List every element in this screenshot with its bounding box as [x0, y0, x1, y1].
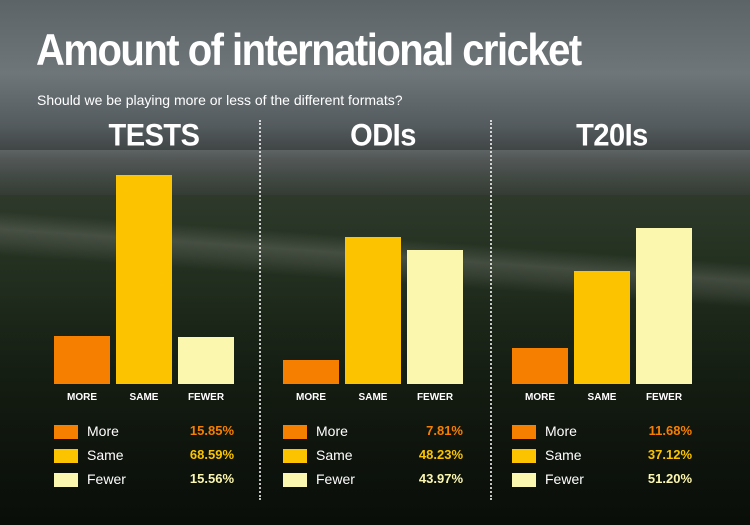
chart-panel-odis: ODIs MORE SAME FEWER More 7.81% Same 48.… [283, 118, 483, 518]
legend-row-same: Same 68.59% [54, 446, 234, 466]
chart-panel-tests: TESTS MORE SAME FEWER More 15.85% Same 6… [54, 118, 254, 518]
bar-same [345, 236, 401, 384]
data-label: 11.68% [648, 423, 692, 438]
legend-row-more: More 15.85% [54, 422, 234, 442]
data-label: 7.81% [426, 423, 463, 438]
legend-label: More [316, 423, 348, 439]
legend-label: Fewer [87, 471, 126, 487]
bar-same [574, 270, 630, 384]
data-label: 43.97% [418, 471, 463, 486]
legend-label: Same [316, 447, 353, 463]
legend-swatch-more [54, 425, 78, 439]
legend-swatch-same [54, 449, 78, 463]
category-label: SAME [587, 392, 617, 403]
legend-label: Same [87, 447, 124, 463]
data-label: 15.85% [189, 423, 234, 438]
chart-title: TESTS [108, 118, 200, 154]
data-label: 68.59% [189, 447, 234, 462]
category-label: SAME [358, 392, 388, 403]
legend-swatch-same [512, 449, 536, 463]
legend-swatch-fewer [54, 473, 78, 487]
bar-fewer [178, 336, 234, 384]
page-title: Amount of international cricket [36, 26, 582, 76]
page-subtitle: Should we be playing more or less of the… [37, 92, 403, 108]
panel-divider [490, 120, 492, 500]
legend-row-more: More 11.68% [512, 422, 692, 442]
legend-swatch-fewer [283, 473, 307, 487]
data-label: 48.23% [418, 447, 463, 462]
data-label: 51.20% [647, 471, 692, 486]
category-label: MORE [67, 392, 97, 403]
legend-swatch-more [512, 425, 536, 439]
bar-more [54, 335, 110, 384]
category-label: MORE [525, 392, 555, 403]
chart-title: T20Is [576, 118, 648, 154]
panel-divider [259, 120, 261, 500]
legend-label: Same [545, 447, 582, 463]
legend-row-same: Same 37.12% [512, 446, 692, 466]
chart-title: ODIs [350, 118, 416, 154]
bar-same [116, 174, 172, 384]
legend-swatch-fewer [512, 473, 536, 487]
category-label: MORE [296, 392, 326, 403]
legend-swatch-more [283, 425, 307, 439]
legend-label: Fewer [545, 471, 584, 487]
legend-label: More [87, 423, 119, 439]
bar-more [512, 348, 568, 384]
category-label: FEWER [645, 392, 683, 403]
bar-fewer [636, 227, 692, 384]
category-label: FEWER [187, 392, 225, 403]
chart-panel-t20is: T20Is MORE SAME FEWER More 11.68% Same 3… [512, 118, 712, 518]
bar-more [283, 360, 339, 384]
legend-row-same: Same 48.23% [283, 446, 463, 466]
legend-swatch-same [283, 449, 307, 463]
data-label: 37.12% [647, 447, 692, 462]
legend-label: Fewer [316, 471, 355, 487]
legend-row-fewer: Fewer 15.56% [54, 470, 234, 490]
category-label: SAME [129, 392, 159, 403]
category-label: FEWER [416, 392, 454, 403]
bar-fewer [407, 249, 463, 384]
legend-row-more: More 7.81% [283, 422, 463, 442]
data-label: 15.56% [189, 471, 234, 486]
legend-label: More [545, 423, 577, 439]
legend-row-fewer: Fewer 51.20% [512, 470, 692, 490]
legend-row-fewer: Fewer 43.97% [283, 470, 463, 490]
